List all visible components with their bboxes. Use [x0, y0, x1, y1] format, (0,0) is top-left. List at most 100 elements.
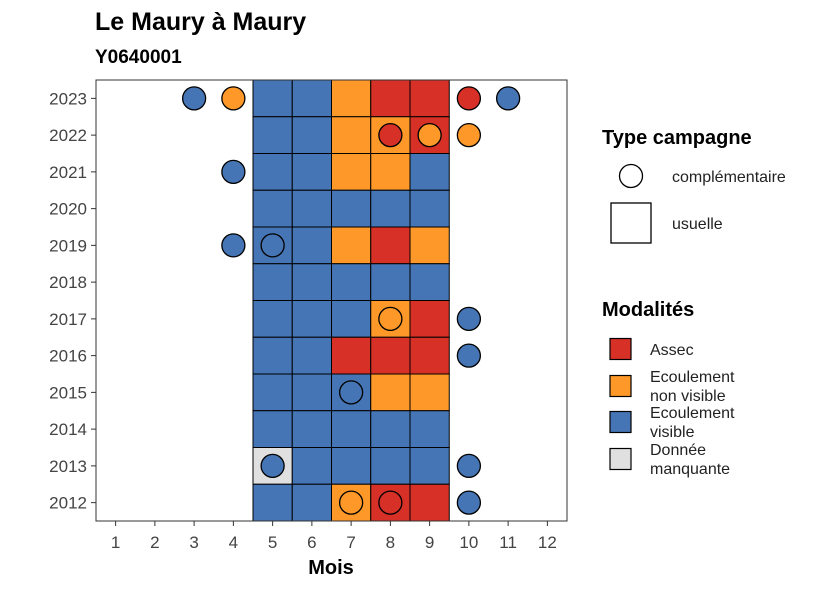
x-tick-label: 9: [425, 533, 434, 552]
y-axis: 2012 2013 2014 2015 2016 2017 2018 2019 2020 2021…: [49, 89, 96, 513]
usuelle-tile: [331, 447, 372, 485]
usuelle-tile: [331, 226, 372, 265]
usuelle-tile: [331, 300, 372, 338]
legend: Type campagne complémentaire usuelle Modali…: [602, 127, 786, 478]
usuelle-tile: [331, 336, 372, 375]
usuelle-tile: [331, 410, 372, 448]
usuelle-tile: [291, 79, 332, 118]
complementaire-point: [495, 86, 521, 111]
y-tick-label: 2020: [49, 200, 87, 219]
complementaire-point: [456, 343, 482, 368]
legend-modalite-key: [609, 337, 632, 361]
y-tick-label: 2013: [49, 457, 87, 476]
x-axis: 1 2 3 4 5 6 7 8 9 10 11 12: [111, 521, 557, 552]
usuelle-tile: [409, 79, 450, 118]
x-tick-label: 11: [499, 533, 517, 552]
usuelle-tile: [409, 263, 450, 301]
plot-border: [95, 79, 568, 522]
usuelle-tile: [252, 410, 293, 448]
x-axis-title: Mois: [308, 557, 354, 579]
usuelle-tile: [252, 483, 293, 522]
complementaire-point: [378, 490, 403, 515]
complementaire-point: [456, 453, 482, 479]
usuelle-tile: [252, 79, 293, 118]
legend-modalite-label: Donnée: [650, 442, 706, 459]
legend-square-key: [610, 202, 652, 244]
usuelle-tile: [291, 336, 332, 375]
usuelle-tile: [370, 79, 411, 118]
usuelle-tile: [409, 410, 450, 448]
complementaire-point: [221, 86, 246, 111]
usuelle-tile: [370, 336, 411, 375]
usuelle-tile: [291, 373, 332, 412]
x-tick-label: 6: [307, 533, 316, 552]
complementaire-point: [378, 306, 403, 332]
legend-type-title: Type campagne: [602, 127, 752, 149]
y-tick-label: 2012: [49, 494, 87, 513]
y-tick-label: 2023: [49, 89, 87, 108]
chart-title: Le Maury à Maury: [95, 8, 306, 36]
complementaire-point: [260, 233, 285, 258]
legend-modalite-label: Ecoulement: [650, 369, 735, 386]
complementaire-points: [181, 86, 521, 515]
x-tick-label: 1: [111, 533, 120, 552]
legend-modalite-label: manquante: [650, 461, 730, 478]
x-tick-label: 7: [346, 533, 355, 552]
usuelle-tile: [291, 263, 332, 301]
usuelle-tile: [370, 153, 411, 191]
usuelle-tile: [331, 116, 372, 154]
complementaire-point: [456, 490, 482, 515]
usuelle-tile: [409, 153, 450, 191]
y-tick-label: 2022: [49, 126, 87, 145]
complementaire-point: [417, 122, 442, 148]
usuelle-tile: [291, 300, 332, 338]
legend-circle-key: [618, 163, 644, 189]
complementaire-point: [221, 233, 246, 258]
complementaire-point: [338, 380, 364, 405]
complementaire-point: [378, 122, 403, 148]
usuelle-tile: [291, 410, 332, 448]
usuelle-tile: [252, 263, 293, 301]
y-tick-label: 2019: [49, 236, 87, 255]
y-tick-label: 2017: [49, 310, 87, 329]
usuelle-tile: [331, 263, 372, 301]
usuelle-tile: [291, 153, 332, 191]
usuelle-tile: [252, 300, 293, 338]
usuelle-tile: [331, 79, 372, 118]
y-tick-label: 2018: [49, 273, 87, 292]
usuelle-tile: [291, 189, 332, 228]
legend-modalite-key: [609, 410, 632, 434]
usuelle-tiles: [252, 79, 450, 522]
usuelle-tile: [409, 300, 450, 338]
complementaire-point: [456, 122, 482, 148]
x-tick-label: 5: [268, 533, 277, 552]
usuelle-tile: [409, 447, 450, 485]
x-tick-label: 2: [150, 533, 159, 552]
legend-modalites-title: Modalités: [602, 299, 694, 321]
complementaire-point: [456, 86, 482, 111]
complementaire-point: [221, 159, 246, 185]
usuelle-tile: [331, 153, 372, 191]
usuelle-tile: [409, 373, 450, 412]
legend-type-label: complémentaire: [672, 169, 786, 186]
legend-modalite-key: [609, 447, 632, 471]
usuelle-tile: [409, 226, 450, 265]
x-tick-label: 10: [459, 533, 478, 552]
y-tick-label: 2016: [49, 347, 87, 366]
usuelle-tile: [252, 189, 293, 228]
complementaire-point: [456, 306, 482, 332]
complementaire-point: [181, 86, 207, 111]
x-tick-label: 8: [386, 533, 395, 552]
usuelle-tile: [252, 373, 293, 412]
usuelle-tile: [252, 336, 293, 375]
y-tick-label: 2015: [49, 383, 87, 402]
usuelle-tile: [370, 189, 411, 228]
chart-subtitle: Y0640001: [95, 47, 182, 68]
legend-modalite-label: Assec: [650, 342, 694, 359]
usuelle-tile: [370, 373, 411, 412]
usuelle-tile: [370, 226, 411, 265]
usuelle-tile: [252, 116, 293, 154]
usuelle-tile: [291, 483, 332, 522]
x-tick-label: 12: [538, 533, 557, 552]
usuelle-tile: [409, 336, 450, 375]
